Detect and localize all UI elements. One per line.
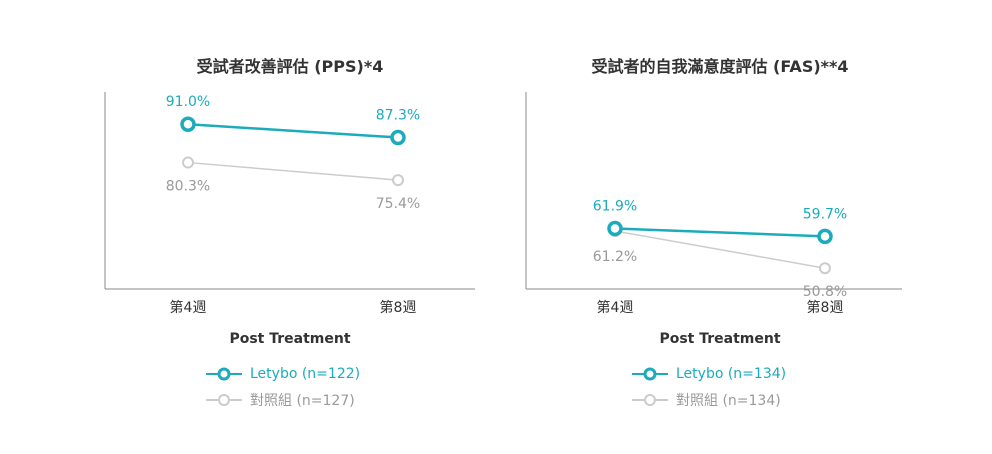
chart-panel-fas: 受試者的自我滿意度評估 (FAS)**4 第4週 第8週 Post Treatment… [496,0,992,454]
legend-label-letybo: Letybo (n=134) [676,366,787,382]
x-tick-label: 第4週 [170,299,207,316]
data-point-letybo [817,228,833,245]
data-label-letybo: 87.3% [376,107,420,123]
data-point-control [392,174,404,187]
legend-marker-control-icon [632,394,668,406]
x-axis-title: Post Treatment [659,331,780,347]
data-label-letybo: 59.7% [803,206,847,222]
legend-item-letybo: Letybo (n=134) [632,361,786,387]
legend-label-control: 對照組 (n=134) [676,393,781,409]
data-label-letybo: 61.9% [593,198,637,214]
legend-marker-letybo-icon [206,367,242,381]
series-line-control [614,230,826,269]
series-line-letybo [187,122,399,139]
x-tick-label: 第4週 [597,299,634,316]
legend-item-control: 對照組 (n=127) [206,387,360,413]
data-point-letybo [180,116,196,132]
chart-title: 受試者的自我滿意度評估 (FAS)**4 [591,57,848,76]
legend-label-letybo: Letybo (n=122) [250,366,361,382]
data-label-control: 75.4% [376,196,420,212]
x-tick-label: 第8週 [380,299,417,316]
data-point-letybo [390,129,406,146]
data-label-control: 50.8% [803,284,847,300]
legend-marker-letybo-icon [632,367,668,381]
data-label-control: 61.2% [593,249,637,265]
chart-pps: 受試者改善評估 (PPS)*4 第4週 第8週 Post Treatment 80.3%… [104,57,475,347]
legend-label-control: 對照組 (n=127) [250,393,355,409]
legend-fas: Letybo (n=134) 對照組 (n=134) [632,361,786,413]
legend-item-letybo: Letybo (n=122) [206,361,360,387]
chart-fas: 受試者的自我滿意度評估 (FAS)**4 第4週 第8週 Post Treatment… [525,57,902,347]
data-label-letybo: 91.0% [166,94,210,110]
legend-pps: Letybo (n=122) 對照組 (n=127) [206,361,360,413]
data-point-control [182,156,194,169]
data-point-letybo [607,220,623,237]
data-label-control: 80.3% [166,179,210,195]
data-point-control [819,262,831,275]
legend-item-control: 對照組 (n=134) [632,387,786,413]
x-tick-label: 第8週 [807,299,844,316]
legend-marker-control-icon [206,394,242,406]
chart-panel-pps: 受試者改善評估 (PPS)*4 第4週 第8週 Post Treatment 80.3%… [104,57,475,413]
x-axis-title: Post Treatment [229,331,350,347]
chart-title: 受試者改善評估 (PPS)*4 [197,57,384,76]
series-line-control [187,161,399,181]
series-line-letybo [614,227,826,238]
